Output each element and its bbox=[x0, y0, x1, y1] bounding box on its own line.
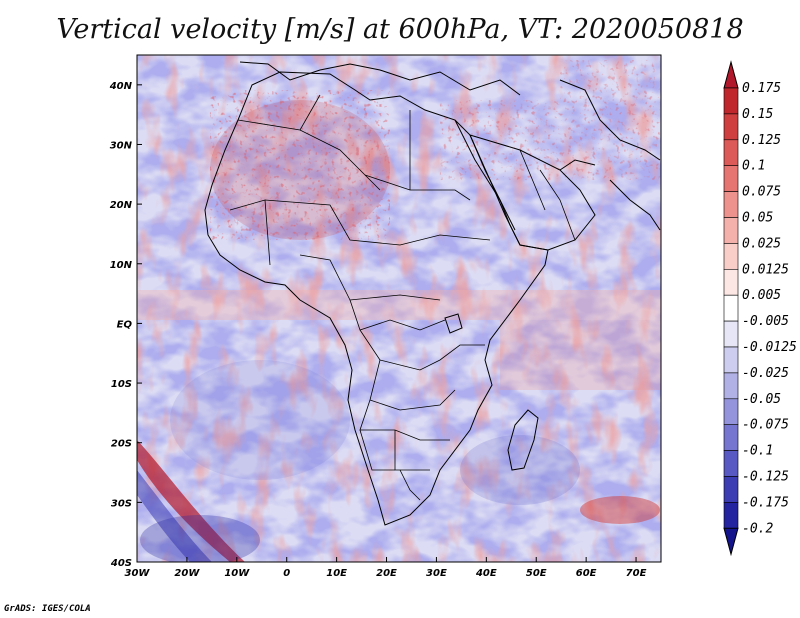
colorbar-label: -0.05 bbox=[742, 392, 781, 407]
colorbar: 0.175 0.15 0.125 0.1 0.075 0.05 0.025 0.0125 0.0… bbox=[723, 60, 797, 557]
y-tick-label: 40N bbox=[109, 81, 133, 92]
x-tick-label: 10W bbox=[224, 568, 250, 579]
colorbar-swatch bbox=[723, 139, 739, 167]
colorbar-max-arrow bbox=[723, 60, 739, 89]
colorbar-swatch bbox=[723, 165, 739, 192]
colorbar-swatch bbox=[723, 320, 739, 348]
colorbar-swatch bbox=[723, 294, 739, 322]
x-tick-label: 0 bbox=[283, 568, 290, 579]
colorbar-swatch bbox=[723, 476, 739, 503]
colorbar-label: -0.005 bbox=[742, 314, 789, 329]
y-tick-label: 30S bbox=[111, 498, 132, 509]
grads-credit: GrADS: IGES/COLA bbox=[4, 604, 91, 614]
colorbar-label: -0.1 bbox=[742, 444, 773, 459]
colorbar-label: 0.025 bbox=[742, 236, 781, 251]
colorbar-label: -0.025 bbox=[742, 366, 789, 381]
colorbar-swatch bbox=[723, 372, 739, 400]
x-tick-label: 40E bbox=[475, 568, 497, 579]
y-tick-label: 10N bbox=[110, 260, 133, 271]
colorbar-label: 0.0125 bbox=[742, 262, 789, 277]
colorbar-swatch bbox=[723, 424, 739, 451]
colorbar-label: 0.15 bbox=[742, 107, 773, 122]
colorbar-swatch bbox=[723, 243, 739, 270]
colorbar-swatch bbox=[723, 346, 739, 374]
colorbar-label: -0.0125 bbox=[742, 340, 797, 355]
colorbar-label: 0.175 bbox=[742, 81, 781, 96]
y-tick-label: 20S bbox=[111, 439, 132, 450]
colorbar-label: 0.075 bbox=[742, 185, 781, 200]
x-tick-label: 20W bbox=[174, 568, 200, 579]
longitude-axis: 30W 20W 10W 0 10E 20E 30E 40E 50E 60E 70E bbox=[125, 557, 647, 579]
y-tick-label: EQ bbox=[117, 319, 133, 330]
colorbar-min-arrow bbox=[723, 527, 739, 557]
x-tick-label: 50E bbox=[526, 568, 547, 579]
x-tick-label: 10E bbox=[326, 568, 347, 579]
y-tick-label: 20N bbox=[110, 200, 133, 211]
colorbar-swatch bbox=[723, 502, 739, 529]
colorbar-label: -0.2 bbox=[742, 521, 773, 536]
colorbar-label: 0.05 bbox=[742, 211, 773, 226]
latitude-axis: 40N 30N 20N 10N EQ 10S 20S 30S 40S bbox=[109, 81, 142, 569]
x-tick-label: 70E bbox=[626, 568, 647, 579]
colorbar-label: 0.125 bbox=[742, 133, 781, 148]
y-tick-label: 40S bbox=[110, 558, 132, 569]
plot-frame bbox=[136, 54, 662, 563]
colorbar-label: 0.005 bbox=[742, 288, 781, 303]
colorbar-swatch bbox=[723, 398, 739, 425]
x-tick-label: 60E bbox=[576, 568, 597, 579]
colorbar-label: -0.175 bbox=[742, 495, 789, 510]
colorbar-label: 0.1 bbox=[742, 159, 765, 174]
x-tick-label: 20E bbox=[376, 568, 397, 579]
velocity-field bbox=[137, 55, 661, 562]
colorbar-swatch bbox=[723, 87, 739, 115]
x-tick-label: 30E bbox=[426, 568, 447, 579]
y-tick-label: 30N bbox=[110, 140, 133, 151]
colorbar-label: -0.075 bbox=[742, 418, 789, 433]
colorbar-swatch bbox=[723, 113, 739, 141]
colorbar-swatch bbox=[723, 268, 739, 296]
coastline bbox=[204, 61, 661, 526]
colorbar-swatch bbox=[723, 450, 739, 477]
colorbar-swatch bbox=[723, 191, 739, 218]
colorbar-swatch bbox=[723, 217, 739, 244]
map-title: Vertical velocity [m/s] at 600hPa, VT: 2… bbox=[56, 14, 744, 45]
y-tick-label: 10S bbox=[111, 379, 132, 390]
x-tick-label: 30W bbox=[125, 568, 151, 579]
colorbar-label: -0.125 bbox=[742, 470, 789, 485]
